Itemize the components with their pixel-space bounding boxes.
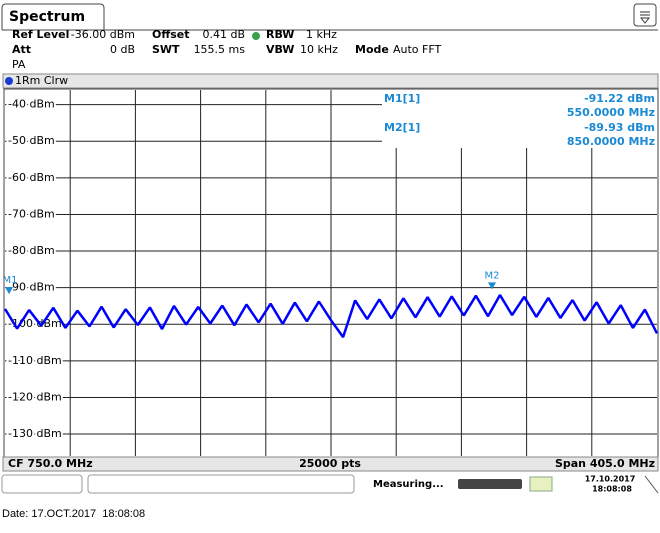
label: Ref Level <box>12 28 69 41</box>
y-tick-label: -40 dBm <box>8 98 55 111</box>
value: 0 dB <box>110 43 135 56</box>
status-time: 18:08:08 <box>592 485 632 494</box>
value: 155.5 ms <box>194 43 246 56</box>
marker-table-value: -91.22 dBm <box>584 92 655 105</box>
tab[interactable] <box>1 3 105 30</box>
marker-table-label: M2[1] <box>384 121 420 134</box>
label: Att <box>12 43 31 56</box>
y-tick-label: -70 dBm <box>8 207 55 220</box>
label: RBW <box>266 28 294 41</box>
value: 10 kHz <box>300 43 338 56</box>
footer-cf: CF 750.0 MHz <box>8 457 93 470</box>
status-box[interactable] <box>87 474 355 494</box>
marker-label: M1 <box>3 275 18 286</box>
status-dot <box>252 32 260 40</box>
marker-table-x: 850.0000 MHz <box>567 135 655 148</box>
footer-span: Span 405.0 MHz <box>555 457 655 470</box>
footer-bar <box>2 456 659 472</box>
trace <box>3 294 659 338</box>
y-tick-label: -110 dBm <box>8 354 62 367</box>
value: 1 kHz <box>306 28 337 41</box>
status-box[interactable] <box>1 474 83 494</box>
tab-title[interactable]: Spectrum <box>9 9 85 25</box>
status-date: 17.10.2017 <box>585 475 636 484</box>
value: -36.00 dBm <box>71 28 135 41</box>
label: SWT <box>152 43 180 56</box>
status-state: Measuring... <box>373 479 444 490</box>
label: PA <box>12 58 26 71</box>
y-tick-label: -50 dBm <box>8 134 55 147</box>
marker-table-label: M1[1] <box>384 92 420 105</box>
footer-points: 25000 pts <box>299 457 361 470</box>
plot: -40 dBm -50 dBm -60 dBm -70 dBm -80 dBm -90 d… <box>3 90 659 456</box>
y-tick-label: -120 dBm <box>8 390 62 403</box>
y-tick-label: -130 dBm <box>8 427 62 440</box>
progress-bar <box>458 479 522 489</box>
label: Mode <box>355 43 389 56</box>
caption: Date: 17.OCT.2017 18:08:08 <box>2 508 145 520</box>
trace-dot <box>5 77 13 85</box>
value: Auto FFT <box>393 43 441 56</box>
trace-label: 1Rm Clrw <box>15 74 68 87</box>
marker <box>487 282 496 290</box>
trace-bar <box>2 73 659 89</box>
corner <box>644 475 659 494</box>
lxi-logo <box>529 476 553 492</box>
menu-icon <box>639 11 651 24</box>
y-tick-label: -90 dBm <box>8 281 55 294</box>
marker-label: M2 <box>484 270 499 281</box>
label: VBW <box>266 43 294 56</box>
y-tick-label: -60 dBm <box>8 171 55 184</box>
marker <box>5 287 14 295</box>
label: Offset <box>152 28 190 41</box>
y-tick-label: -80 dBm <box>8 244 55 257</box>
marker-table-x: 550.0000 MHz <box>567 106 655 119</box>
marker-table-bg <box>382 90 658 148</box>
marker-table-value: -89.93 dBm <box>584 121 655 134</box>
value: 0.41 dB <box>202 28 245 41</box>
